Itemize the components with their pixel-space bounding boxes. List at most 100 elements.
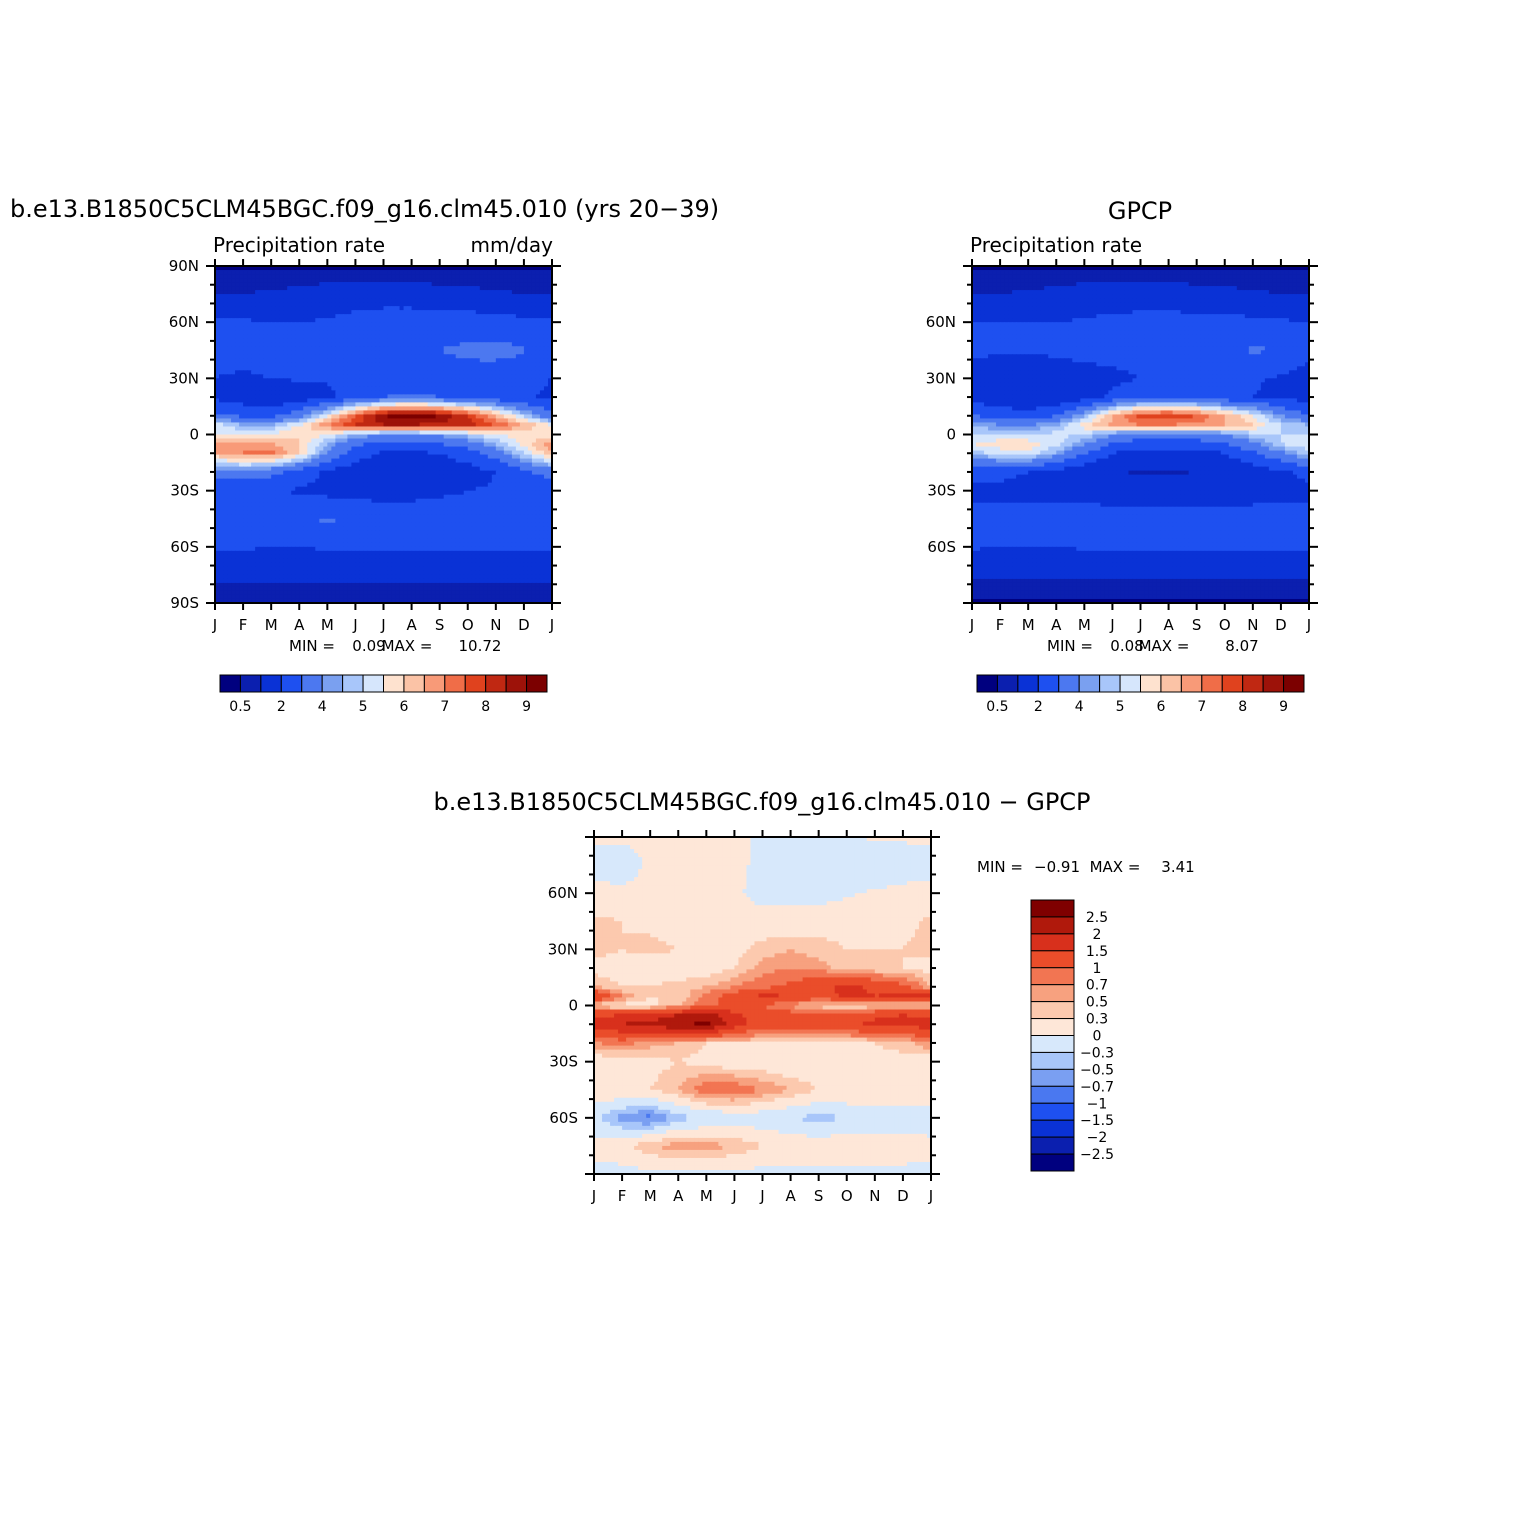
heatmap-cell bbox=[436, 298, 441, 303]
heatmap-cell bbox=[464, 378, 469, 383]
heatmap-cell bbox=[319, 290, 324, 295]
heatmap-cell bbox=[339, 410, 344, 415]
heatmap-cell bbox=[396, 422, 401, 427]
heatmap-cell bbox=[524, 322, 529, 327]
heatmap-cell bbox=[504, 378, 509, 383]
heatmap-cell bbox=[335, 483, 340, 488]
heatmap-cell bbox=[460, 402, 465, 407]
heatmap-cell bbox=[464, 475, 469, 480]
heatmap-cell bbox=[327, 487, 332, 492]
heatmap-cell bbox=[219, 414, 224, 419]
heatmap-cell bbox=[516, 354, 521, 359]
heatmap-cell bbox=[311, 394, 316, 399]
heatmap-cell bbox=[367, 326, 372, 331]
heatmap-cell bbox=[271, 366, 276, 371]
heatmap-cell bbox=[287, 330, 292, 335]
heatmap-cell bbox=[335, 286, 340, 291]
heatmap-cell bbox=[371, 467, 376, 472]
heatmap-cell bbox=[436, 467, 441, 472]
heatmap-cell bbox=[392, 334, 397, 339]
heatmap-cell bbox=[283, 483, 288, 488]
heatmap-cell bbox=[480, 406, 485, 411]
heatmap-cell bbox=[488, 286, 493, 291]
heatmap-cell bbox=[444, 338, 449, 343]
heatmap-cell bbox=[436, 294, 441, 299]
heatmap-cell bbox=[347, 282, 352, 287]
heatmap-cell bbox=[496, 298, 501, 303]
heatmap-cell bbox=[428, 479, 433, 484]
heatmap-cell bbox=[448, 374, 453, 379]
heatmap-cell bbox=[448, 398, 453, 403]
heatmap-cell bbox=[428, 471, 433, 476]
heatmap-cell bbox=[275, 451, 280, 456]
heatmap-cell bbox=[524, 410, 529, 415]
heatmap-cell bbox=[223, 350, 228, 355]
heatmap-cell bbox=[448, 455, 453, 460]
heatmap-cell bbox=[532, 479, 537, 484]
heatmap-cell bbox=[247, 459, 252, 464]
heatmap-cell bbox=[271, 342, 276, 347]
heatmap-cell bbox=[263, 334, 268, 339]
heatmap-cell bbox=[424, 274, 429, 279]
heatmap-cell bbox=[500, 302, 505, 307]
heatmap-cell bbox=[412, 350, 417, 355]
heatmap-cell bbox=[508, 302, 513, 307]
heatmap-cell bbox=[508, 443, 513, 448]
heatmap-cell bbox=[255, 338, 260, 343]
heatmap-cell bbox=[323, 394, 328, 399]
heatmap-cell bbox=[299, 274, 304, 279]
heatmap-cell bbox=[327, 398, 332, 403]
heatmap-cell bbox=[319, 382, 324, 387]
heatmap-cell bbox=[271, 475, 276, 480]
heatmap-cell bbox=[448, 294, 453, 299]
heatmap-cell bbox=[327, 402, 332, 407]
heatmap-cell bbox=[315, 402, 320, 407]
heatmap-cell bbox=[335, 318, 340, 323]
heatmap-cell bbox=[263, 495, 268, 500]
heatmap-cell bbox=[331, 426, 336, 431]
heatmap-cell bbox=[472, 394, 477, 399]
heatmap-cell bbox=[263, 390, 268, 395]
heatmap-cell bbox=[287, 475, 292, 480]
heatmap-cell bbox=[303, 459, 308, 464]
heatmap-cell bbox=[544, 326, 549, 331]
heatmap-cell bbox=[520, 414, 525, 419]
heatmap-cell bbox=[379, 394, 384, 399]
heatmap-cell bbox=[307, 314, 312, 319]
heatmap-cell bbox=[420, 495, 425, 500]
heatmap-cell bbox=[275, 483, 280, 488]
heatmap-cell bbox=[480, 467, 485, 472]
heatmap-cell bbox=[375, 426, 380, 431]
heatmap-cell bbox=[243, 455, 248, 460]
heatmap-cell bbox=[259, 459, 264, 464]
heatmap-cell bbox=[544, 358, 549, 363]
heatmap-cell bbox=[416, 366, 421, 371]
heatmap-cell bbox=[504, 475, 509, 480]
heatmap-cell bbox=[544, 475, 549, 480]
heatmap-cell bbox=[456, 374, 461, 379]
heatmap-cell bbox=[448, 290, 453, 295]
heatmap-cell bbox=[464, 302, 469, 307]
heatmap-cell bbox=[532, 499, 537, 504]
heatmap-cell bbox=[456, 491, 461, 496]
heatmap-cell bbox=[251, 294, 256, 299]
heatmap-cell bbox=[384, 282, 389, 287]
heatmap-cell bbox=[396, 459, 401, 464]
heatmap-cell bbox=[311, 370, 316, 375]
heatmap-cell bbox=[420, 475, 425, 480]
heatmap-cell bbox=[460, 435, 465, 440]
heatmap-cell bbox=[235, 346, 240, 351]
heatmap-cell bbox=[468, 410, 473, 415]
heatmap-cell bbox=[504, 451, 509, 456]
heatmap-cell bbox=[255, 503, 260, 508]
heatmap-cell bbox=[239, 491, 244, 496]
heatmap-cell bbox=[492, 290, 497, 295]
heatmap-cell bbox=[375, 406, 380, 411]
heatmap-cell bbox=[295, 426, 300, 431]
heatmap-cell bbox=[267, 495, 272, 500]
heatmap-cell bbox=[379, 346, 384, 351]
heatmap-cell bbox=[311, 398, 316, 403]
heatmap-cell bbox=[492, 443, 497, 448]
heatmap-cell bbox=[504, 382, 509, 387]
heatmap-cell bbox=[275, 326, 280, 331]
